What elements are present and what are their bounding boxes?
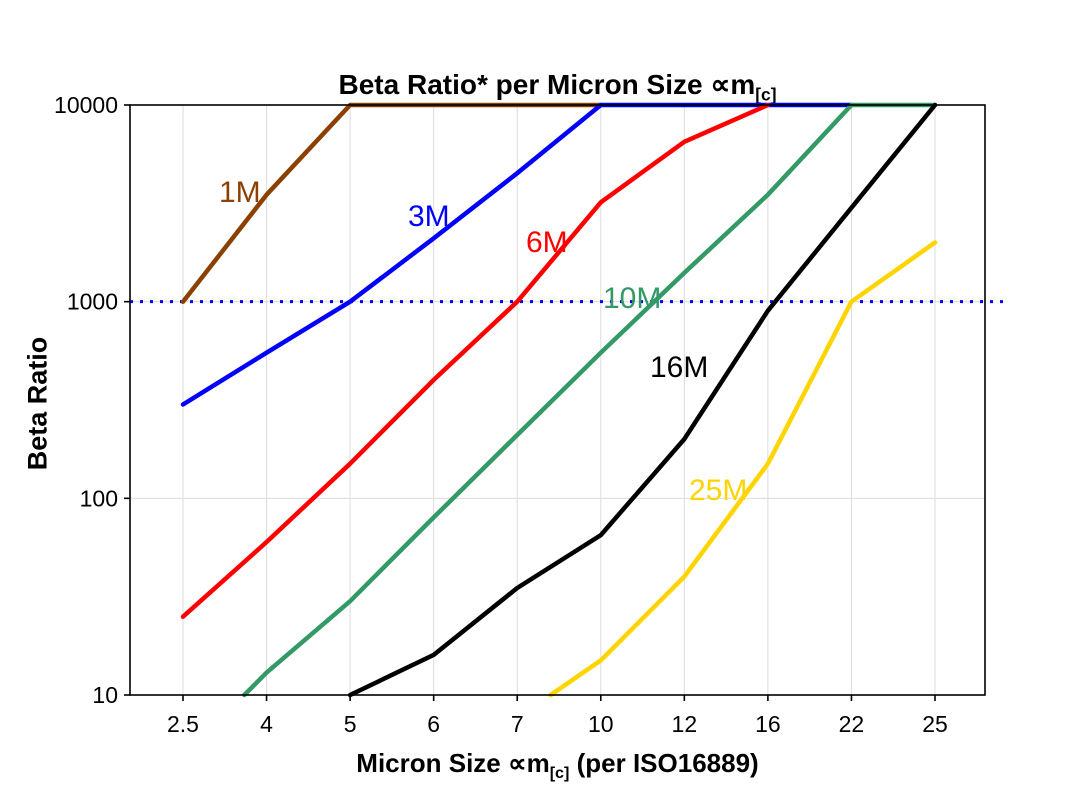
series-label-6M: 6M (526, 226, 568, 259)
y-axis-label: Beta Ratio (22, 336, 53, 471)
x-axis-label: Micron Size ∝m[c] (per ISO16889) (130, 748, 985, 783)
x-tick-label: 5 (344, 711, 357, 737)
x-tick-label: 22 (839, 711, 865, 737)
x-tick-label: 7 (511, 711, 524, 737)
plot-border (129, 104, 986, 696)
chart-title-main: Beta Ratio* per Micron Size ∝m (338, 69, 756, 100)
x-tick-label: 6 (427, 711, 440, 737)
series-label-3M: 3M (408, 200, 450, 233)
y-tick-label: 1000 (67, 289, 118, 315)
x-tick-label: 25 (922, 711, 948, 737)
series-label-10M: 10M (603, 282, 661, 315)
x-tick-label: 2.5 (167, 711, 199, 737)
y-tick-label: 100 (80, 485, 118, 511)
x-tick-label: 4 (260, 711, 273, 737)
x-axis-label-subscript: [c] (549, 764, 570, 783)
chart-title: Beta Ratio* per Micron Size ∝m[c] (130, 68, 985, 106)
series-line-25M (548, 240, 938, 698)
series-line-10M (242, 102, 938, 698)
series-line-16M (347, 102, 938, 698)
x-tick-label: 10 (588, 711, 614, 737)
y-tick-label: 10000 (54, 92, 118, 118)
x-tick-label: 16 (755, 711, 781, 737)
series-line-6M (180, 102, 771, 619)
x-axis-label-suffix: (per ISO16889) (569, 748, 759, 778)
x-tick-label: 12 (672, 711, 698, 737)
series-label-16M: 16M (650, 351, 708, 384)
series-label-1M: 1M (219, 176, 261, 209)
y-tick-label: 10 (92, 682, 118, 708)
x-axis-label-main: Micron Size ∝m (356, 748, 550, 778)
chart-title-subscript: [c] (755, 84, 777, 105)
series-label-25M: 25M (689, 474, 747, 507)
